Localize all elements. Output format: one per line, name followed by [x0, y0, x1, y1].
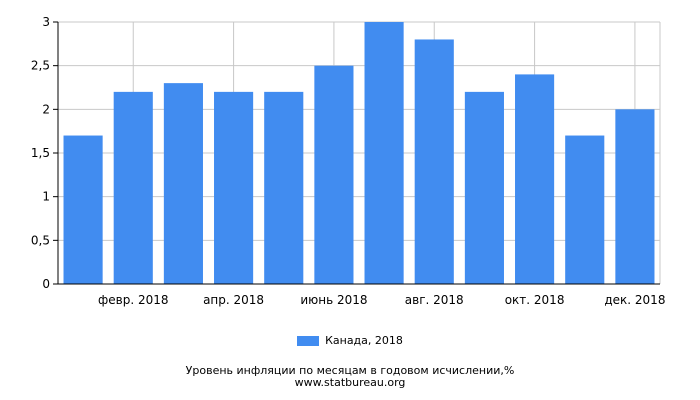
bar [364, 22, 404, 284]
x-tick-label: апр. 2018 [203, 293, 264, 307]
y-tick-label: 1,5 [31, 146, 50, 160]
bar [264, 91, 304, 284]
x-tick-label: окт. 2018 [505, 293, 565, 307]
bar [214, 91, 254, 284]
x-tick-label: февр. 2018 [98, 293, 169, 307]
x-tick-label: дек. 2018 [604, 293, 665, 307]
bar [414, 39, 454, 284]
chart-caption: Уровень инфляции по месяцам в годовом ис… [185, 364, 515, 377]
y-tick-label: 2 [42, 102, 50, 116]
y-tick-label: 0,5 [31, 233, 50, 247]
bar [113, 91, 153, 284]
y-tick-label: 3 [42, 15, 50, 29]
bar [565, 135, 605, 284]
bar [63, 135, 103, 284]
bar-chart: 0 0,5 1 1,5 2 2,5 3 февр. 2018 апр. 2018 июнь 201… [31, 15, 666, 307]
x-tick-label: авг. 2018 [405, 293, 464, 307]
bar [464, 91, 504, 284]
legend-swatch [297, 335, 320, 346]
bar [615, 109, 655, 284]
bar [163, 83, 203, 284]
y-tick-label: 2,5 [31, 59, 50, 73]
legend-label: Канада, 2018 [325, 334, 403, 347]
bar [314, 65, 354, 285]
y-tick-label: 0 [42, 277, 50, 291]
bar [515, 74, 555, 285]
source-url: www.statbureau.org [294, 376, 406, 389]
y-tick-label: 1 [42, 190, 50, 204]
legend: Канада, 2018 [0, 334, 700, 347]
x-tick-label: июнь 2018 [300, 293, 367, 307]
